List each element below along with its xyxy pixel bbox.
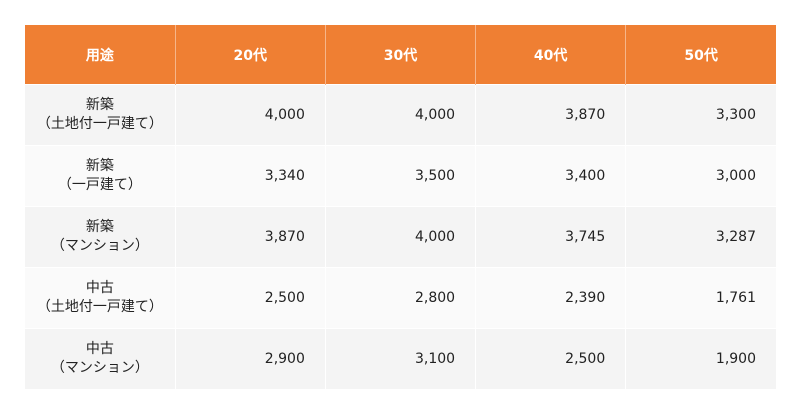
cell-20s: 3,340 — [175, 145, 326, 207]
row-label: 新築 （土地付一戸建て） — [25, 84, 176, 146]
header-usage: 用途 — [25, 25, 176, 85]
table-row: 新築 （土地付一戸建て） 4,000 4,000 3,870 3,300 — [25, 84, 776, 146]
header-20s: 20代 — [175, 25, 326, 85]
header-row: 用途 20代 30代 40代 50代 — [25, 25, 776, 85]
cell-40s: 3,400 — [475, 145, 627, 207]
row-label: 中古 （マンション） — [25, 328, 176, 389]
table-row: 新築 （マンション） 3,870 4,000 3,745 3,287 — [25, 206, 776, 268]
row-label-line2: （土地付一戸建て） — [36, 299, 163, 315]
header-50s: 50代 — [625, 25, 776, 85]
price-table-container: 用途 20代 30代 40代 50代 新築 （土地付一戸建て） 4,000 4,… — [25, 25, 776, 389]
row-label-line1: 中古 — [85, 341, 114, 357]
row-label-line2: （土地付一戸建て） — [36, 116, 163, 132]
header-40s: 40代 — [475, 25, 627, 85]
row-label: 新築 （マンション） — [25, 206, 176, 268]
row-label-line1: 新築 — [85, 219, 114, 235]
cell-50s: 3,287 — [625, 206, 776, 268]
cell-40s: 2,390 — [475, 267, 627, 329]
table-header: 用途 20代 30代 40代 50代 — [25, 25, 776, 85]
table-row: 新築 （一戸建て） 3,340 3,500 3,400 3,000 — [25, 145, 776, 207]
cell-40s: 3,870 — [475, 84, 627, 146]
cell-30s: 2,800 — [325, 267, 477, 329]
row-label-line2: （マンション） — [50, 360, 149, 376]
table-row: 中古 （マンション） 2,900 3,100 2,500 1,900 — [25, 328, 776, 389]
cell-30s: 4,000 — [325, 206, 477, 268]
table-body: 新築 （土地付一戸建て） 4,000 4,000 3,870 3,300 新築 … — [25, 84, 776, 389]
cell-50s: 1,761 — [625, 267, 776, 329]
cell-20s: 2,900 — [175, 328, 326, 389]
cell-40s: 3,745 — [475, 206, 627, 268]
header-30s: 30代 — [325, 25, 477, 85]
row-label-line1: 中古 — [85, 280, 114, 296]
row-label-line1: 新築 — [85, 97, 114, 113]
cell-20s: 4,000 — [175, 84, 326, 146]
row-label: 新築 （一戸建て） — [25, 145, 176, 207]
row-label-line1: 新築 — [85, 158, 114, 174]
cell-30s: 3,500 — [325, 145, 477, 207]
table-row: 中古 （土地付一戸建て） 2,500 2,800 2,390 1,761 — [25, 267, 776, 329]
cell-40s: 2,500 — [475, 328, 627, 389]
cell-20s: 3,870 — [175, 206, 326, 268]
cell-50s: 3,300 — [625, 84, 776, 146]
row-label-line2: （一戸建て） — [57, 177, 142, 193]
price-table: 用途 20代 30代 40代 50代 新築 （土地付一戸建て） 4,000 4,… — [25, 25, 776, 389]
cell-50s: 1,900 — [625, 328, 776, 389]
cell-30s: 3,100 — [325, 328, 477, 389]
row-label-line2: （マンション） — [50, 238, 149, 254]
cell-50s: 3,000 — [625, 145, 776, 207]
row-label: 中古 （土地付一戸建て） — [25, 267, 176, 329]
cell-20s: 2,500 — [175, 267, 326, 329]
cell-30s: 4,000 — [325, 84, 477, 146]
